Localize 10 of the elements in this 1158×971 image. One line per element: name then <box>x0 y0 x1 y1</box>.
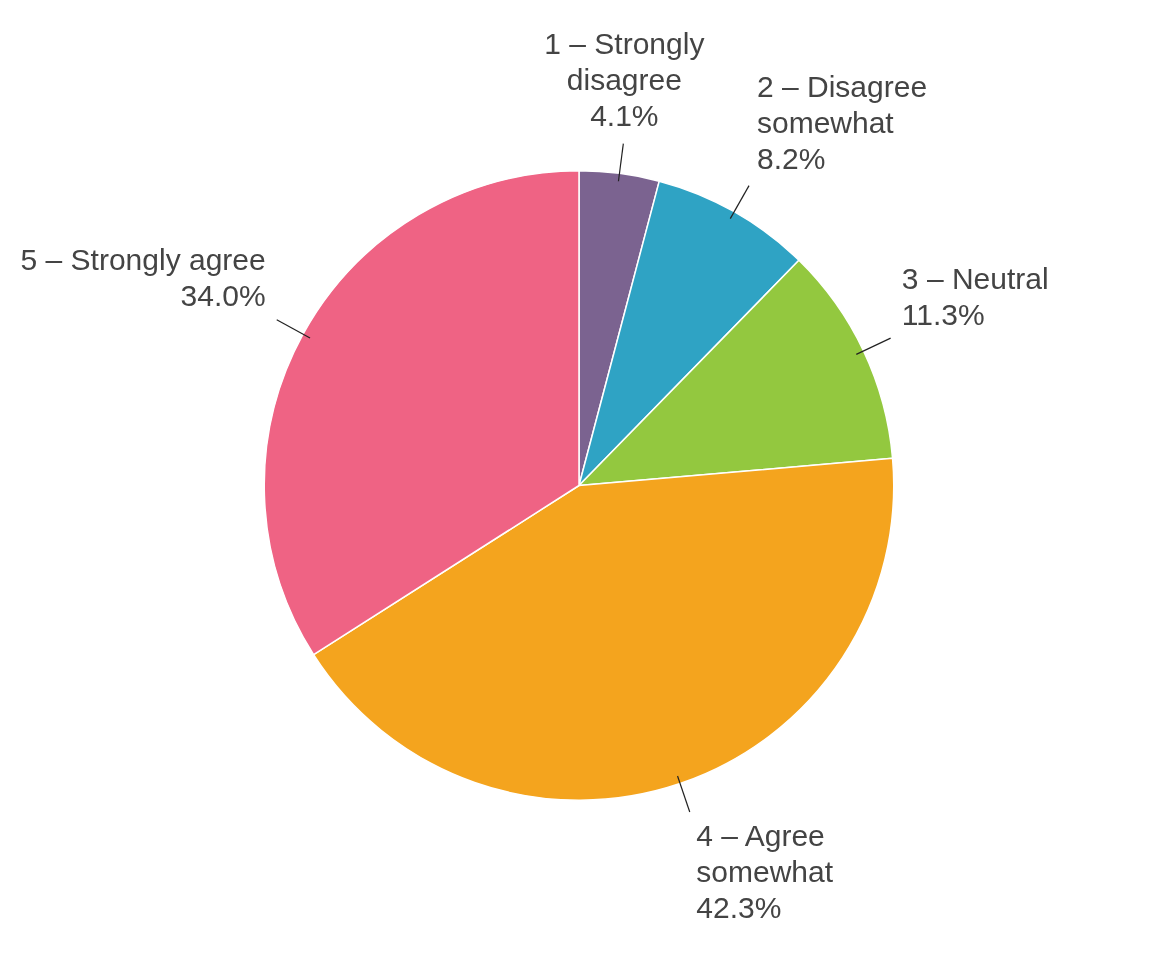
slice-label: 5 – Strongly agree <box>20 243 266 277</box>
data-label: 8.2% <box>756 141 826 175</box>
data-label: 34.0% <box>180 279 266 313</box>
slice-label: 3 – Neutral <box>901 261 1049 295</box>
slice-label: 1 – Strongly disagree <box>544 26 705 96</box>
data-label: 4.1% <box>590 98 659 132</box>
data-label: 11.3% <box>901 297 985 331</box>
data-label: 42.3% <box>696 890 782 924</box>
slice-label: 4 – Agree somewhat <box>696 818 834 888</box>
slice-label: 2 – Disagree somewhat <box>756 69 928 139</box>
